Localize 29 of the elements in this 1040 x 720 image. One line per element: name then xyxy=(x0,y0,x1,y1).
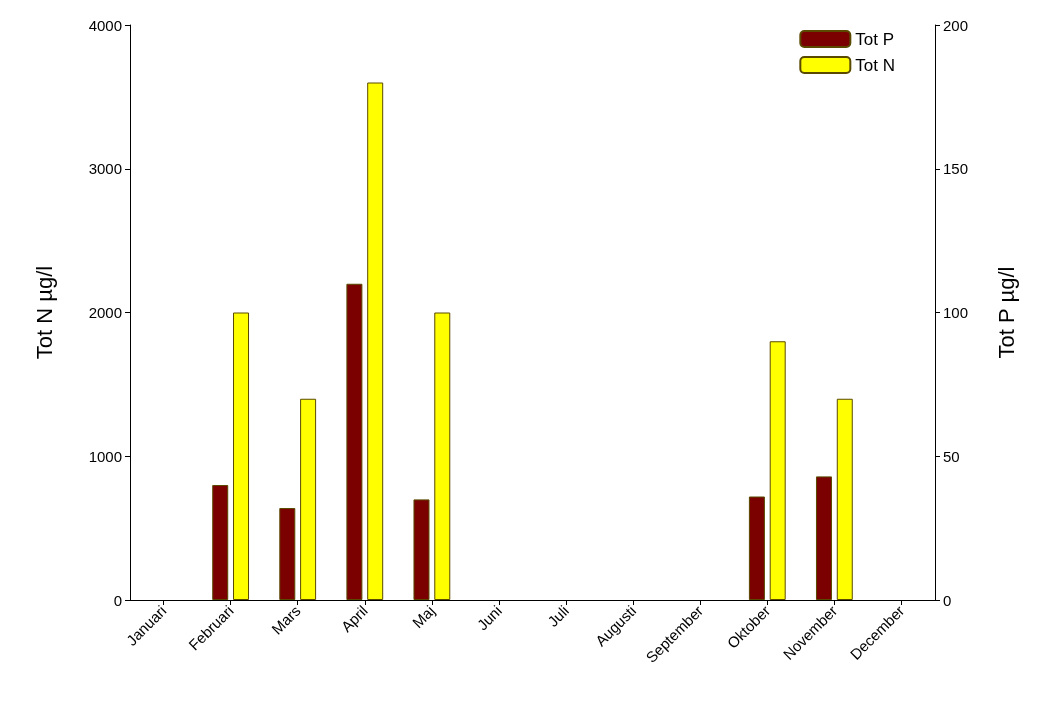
bar xyxy=(769,341,786,600)
x-tick-label: Juni xyxy=(473,601,505,634)
bar xyxy=(279,508,296,600)
y2-tick-label: 150 xyxy=(943,160,969,178)
bar xyxy=(212,485,229,600)
bar xyxy=(300,398,317,600)
bar xyxy=(346,283,363,600)
y2-axis-title: Tot P µg/l xyxy=(993,266,1019,359)
y-tick-label: 4000 xyxy=(88,16,122,34)
y-axis-title: Tot N µg/l xyxy=(31,265,57,360)
bar xyxy=(233,312,250,600)
bar xyxy=(413,499,430,600)
bar xyxy=(434,312,451,600)
x-tick-label: Maj xyxy=(408,601,438,632)
y-tick-label: 0 xyxy=(113,591,122,609)
bar xyxy=(815,476,832,600)
y-tick-label: 2000 xyxy=(88,304,122,321)
bar xyxy=(748,496,765,600)
y2-tick-label: 50 xyxy=(943,447,960,465)
x-tick-label: Juli xyxy=(544,601,573,630)
legend-label: Tot N xyxy=(855,55,896,75)
bar xyxy=(836,398,853,600)
y2-tick-label: 100 xyxy=(943,304,969,321)
y-tick-label: 1000 xyxy=(88,447,122,465)
y2-tick-label: 0 xyxy=(943,591,952,609)
legend-label: Tot P xyxy=(855,29,895,49)
y2-tick-label: 200 xyxy=(943,16,969,34)
bar xyxy=(367,82,384,600)
y-tick-label: 3000 xyxy=(88,160,122,178)
